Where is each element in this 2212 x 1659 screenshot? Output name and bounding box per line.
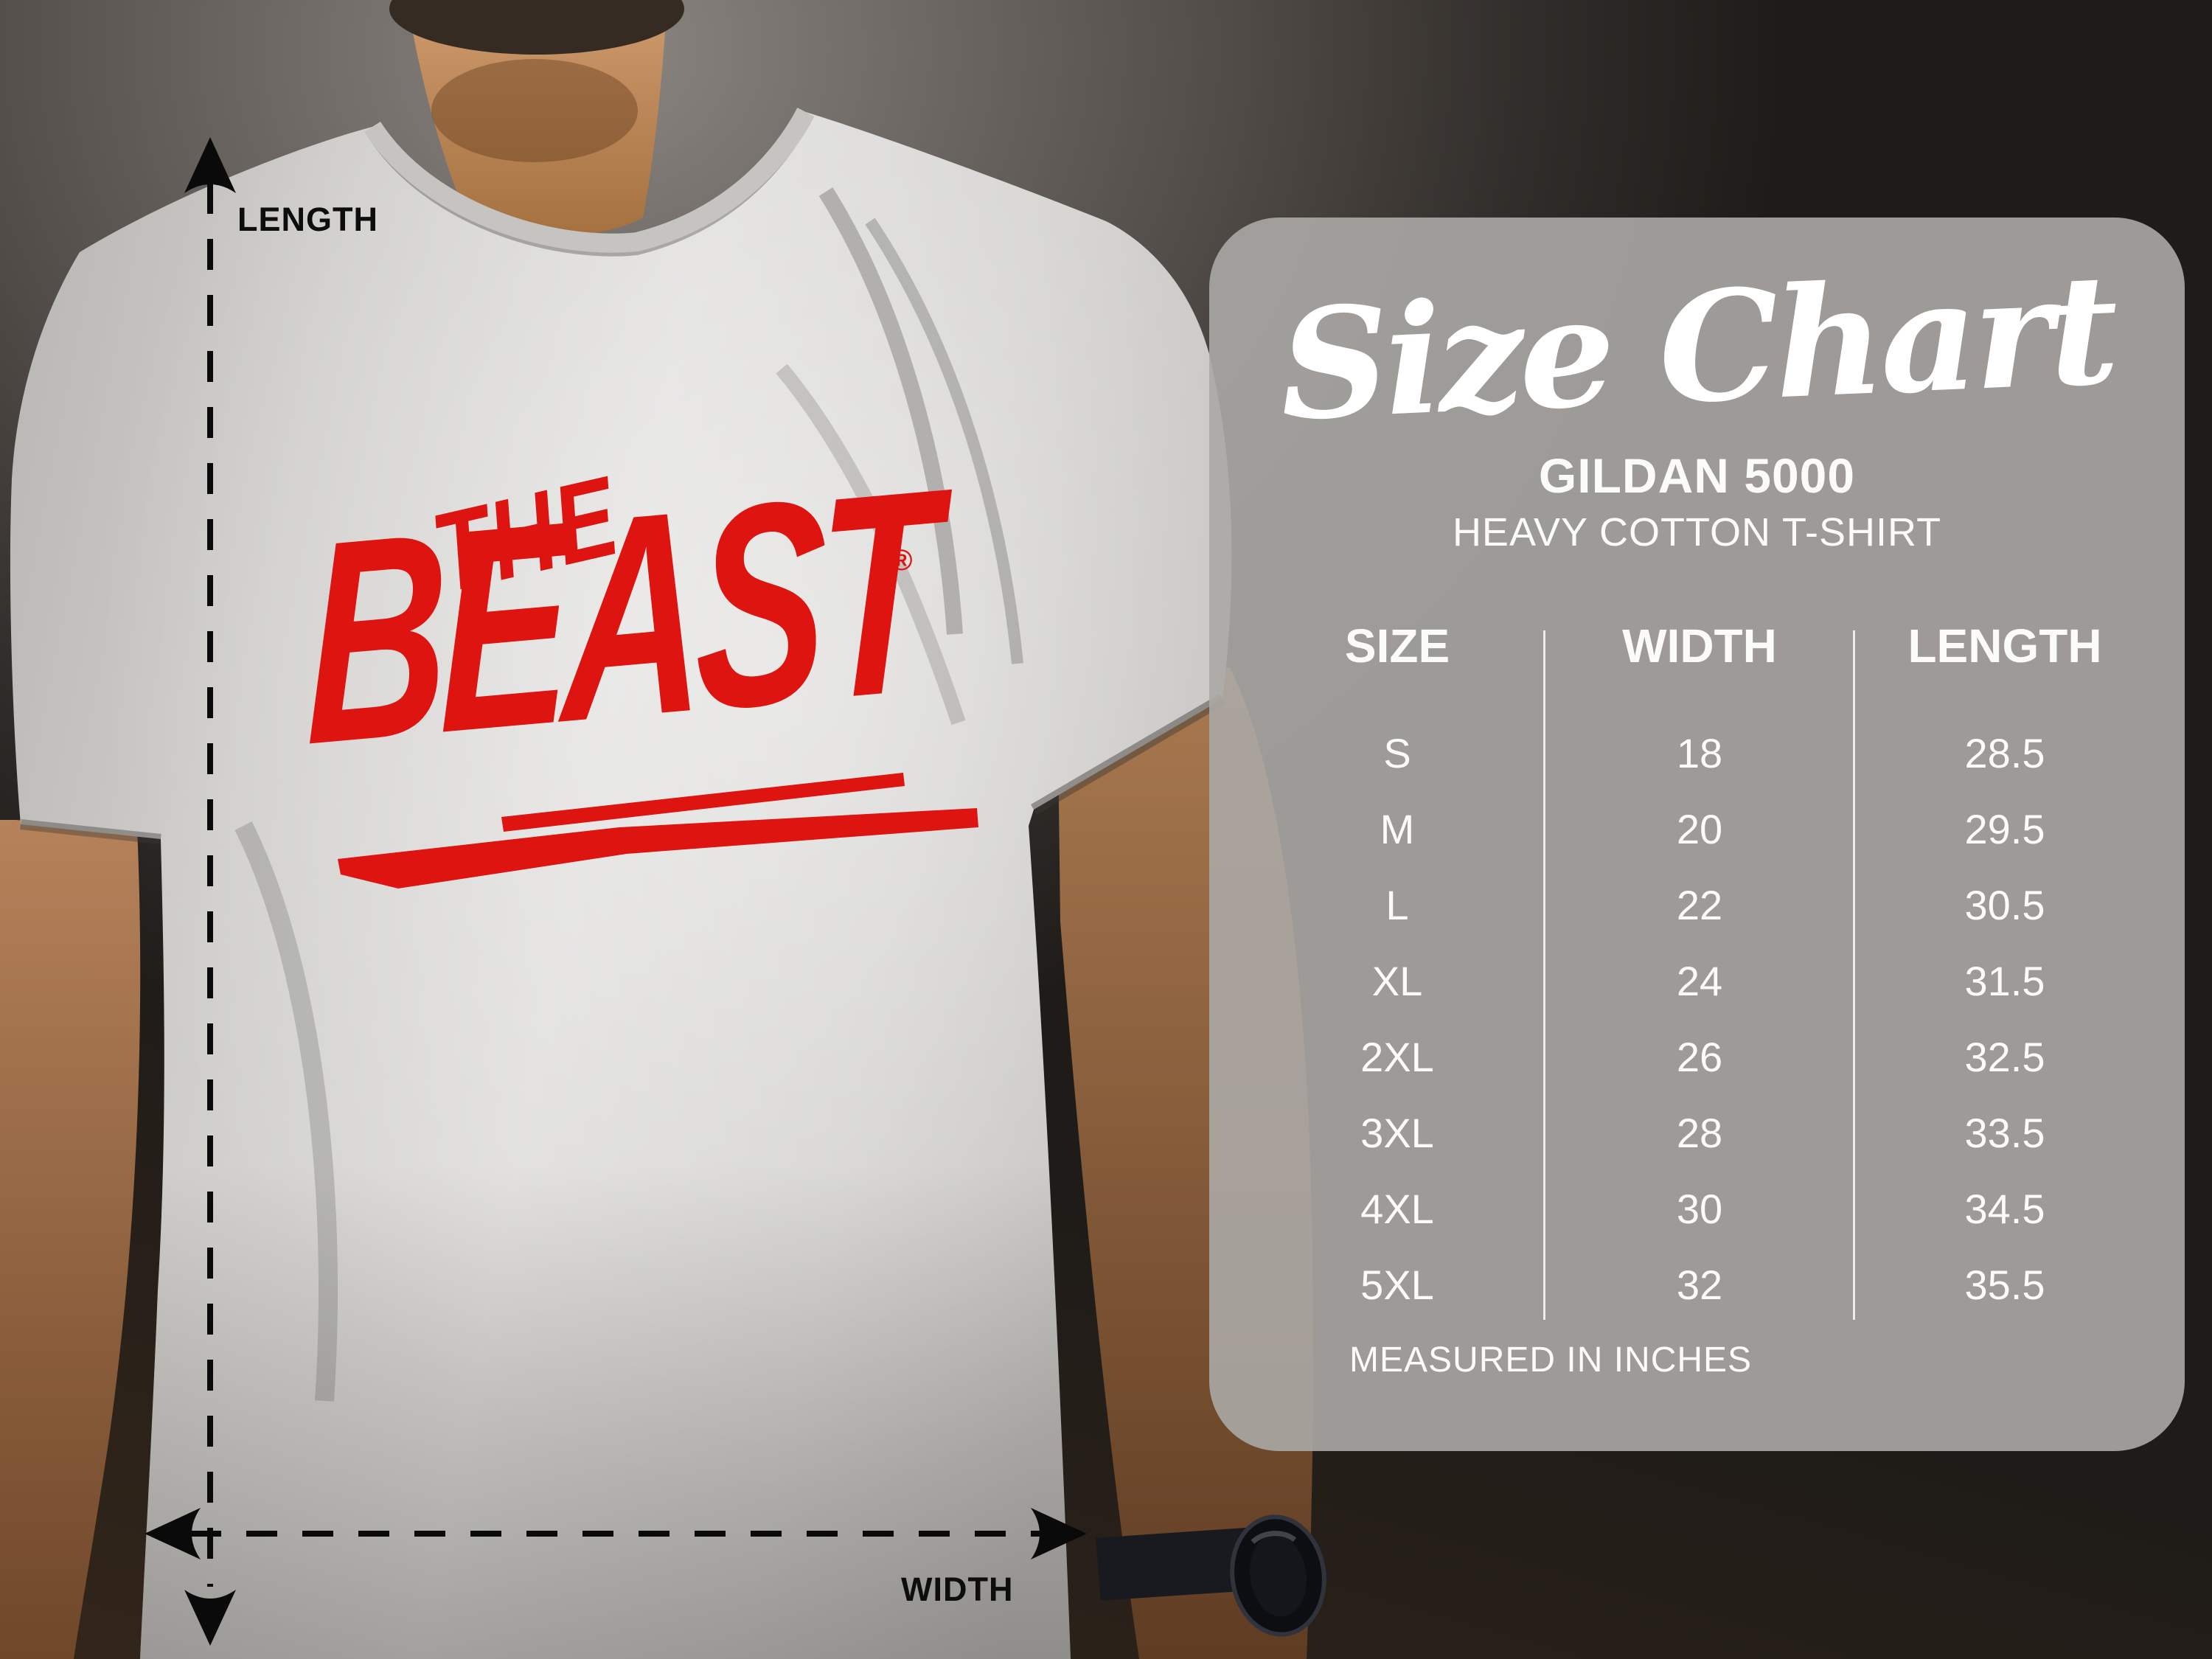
width-cell: 32 <box>1676 1262 1723 1308</box>
width-label: WIDTH <box>901 1571 1014 1608</box>
size-cell: 5XL <box>1360 1262 1434 1308</box>
size-cell: 2XL <box>1360 1034 1434 1080</box>
left-arm <box>0 820 141 1659</box>
length-cell: 35.5 <box>1964 1262 2045 1308</box>
size-cell: S <box>1383 730 1411 776</box>
width-cell: 24 <box>1676 958 1723 1004</box>
shoulder-wrinkle <box>818 187 963 635</box>
wrist-watch <box>1095 1514 1326 1637</box>
watch-highlight <box>1251 1531 1297 1545</box>
measured-in-inches-note: MEASURED IN INCHES <box>1349 1340 1753 1380</box>
size-chart-panel: Size Chart GILDAN 5000 HEAVY COTTON T-SH… <box>1209 218 2185 1451</box>
panel-title: Size Chart <box>1276 241 2118 455</box>
chin-beard <box>389 0 684 55</box>
watch-dial <box>1250 1534 1307 1617</box>
length-cell: 28.5 <box>1964 730 2045 776</box>
left-sleeve-hem <box>20 819 161 844</box>
right-sleeve-hem <box>1030 694 1226 815</box>
width-cell: 18 <box>1676 730 1723 776</box>
watch-strap <box>1095 1527 1252 1601</box>
table-row: 4XL 30 34.5 <box>1209 1171 2185 1247</box>
width-cell: 26 <box>1676 1034 1723 1080</box>
length-cell: 31.5 <box>1964 958 2045 1004</box>
tshirt-bottom-shade <box>10 112 1232 1659</box>
size-cell: 4XL <box>1360 1186 1434 1232</box>
table-row: 3XL 28 33.5 <box>1209 1095 2185 1171</box>
column-divider <box>1853 630 1855 1320</box>
width-arrow-right-icon <box>1031 1508 1087 1559</box>
length-cell: 33.5 <box>1964 1110 2045 1156</box>
length-arrow-up-icon <box>184 137 236 193</box>
width-cell: 22 <box>1676 882 1723 928</box>
shoulder-wrinkle <box>865 218 1023 664</box>
panel-product: HEAVY COTTON T-SHIRT <box>1452 510 1942 554</box>
column-header-width: WIDTH <box>1622 619 1777 672</box>
size-cell: L <box>1385 882 1409 928</box>
size-cell: M <box>1380 806 1415 852</box>
length-arrow-down-icon <box>184 1590 236 1646</box>
registered-mark-icon: ® <box>891 544 913 577</box>
table-row: 5XL 32 35.5 <box>1209 1247 2185 1323</box>
table-header-row: SIZE WIDTH LENGTH <box>1209 614 2185 677</box>
length-cell: 30.5 <box>1964 882 2045 928</box>
chest-fold <box>234 821 338 1402</box>
column-divider <box>1543 630 1545 1320</box>
table-row: S 18 28.5 <box>1209 715 2185 791</box>
column-header-length: LENGTH <box>1907 619 2102 672</box>
length-label: LENGTH <box>237 201 378 238</box>
length-cell: 34.5 <box>1964 1186 2045 1232</box>
column-header-size: SIZE <box>1344 619 1450 672</box>
collar <box>364 107 815 253</box>
sleeve-wrinkle <box>776 364 966 726</box>
width-cell: 28 <box>1676 1110 1723 1156</box>
size-cell: 3XL <box>1360 1110 1434 1156</box>
table-row: M 20 29.5 <box>1209 791 2185 867</box>
tshirt-graphic: THE BEAST ® <box>306 428 988 995</box>
width-cell: 30 <box>1676 1186 1723 1232</box>
table-row: 2XL 26 32.5 <box>1209 1019 2185 1095</box>
length-cell: 32.5 <box>1964 1034 2045 1080</box>
width-cell: 20 <box>1676 806 1723 852</box>
jaw-shadow <box>431 59 638 162</box>
neck <box>407 0 667 237</box>
length-cell: 29.5 <box>1964 806 2045 852</box>
logo-underline-swoosh <box>338 808 978 888</box>
size-cell: XL <box>1371 958 1423 1004</box>
logo-underline-swooshes <box>338 773 978 888</box>
panel-brand: GILDAN 5000 <box>1538 448 1856 503</box>
width-arrow-left-icon <box>145 1508 201 1559</box>
table-row: L 22 30.5 <box>1209 867 2185 943</box>
table-row: XL 24 31.5 <box>1209 943 2185 1019</box>
logo-underline-thin <box>501 773 905 832</box>
